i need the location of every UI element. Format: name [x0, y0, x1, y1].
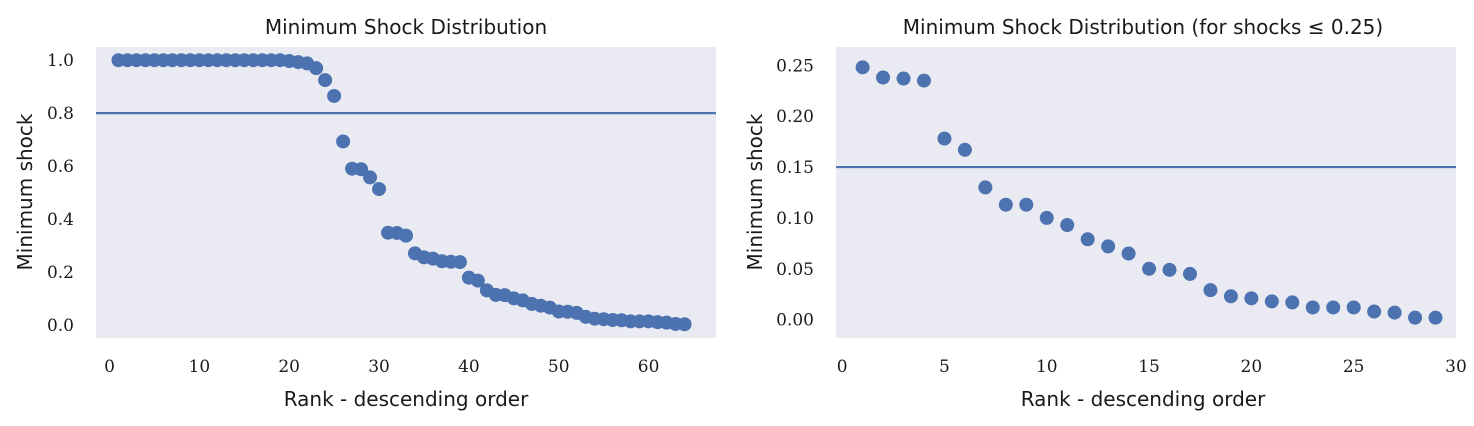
- right-x-tick-label: 5: [939, 357, 950, 377]
- left-chart-panel: Minimum Shock Distribution Rank - descen…: [13, 15, 716, 411]
- left-y-tick-label: 0.6: [47, 157, 74, 177]
- left-x-tick-label: 30: [368, 357, 390, 377]
- right-data-point: [1408, 310, 1423, 325]
- left-y-tick-label: 1.0: [47, 51, 74, 71]
- left-y-tick-label: 0.2: [47, 263, 74, 283]
- right-data-point: [998, 197, 1013, 212]
- right-y-tick-label: 0.00: [776, 311, 814, 331]
- left-x-tick-label: 50: [548, 357, 570, 377]
- left-y-tick-label: 0.8: [47, 104, 74, 124]
- left-x-tick-label: 0: [104, 357, 115, 377]
- right-data-point: [1019, 197, 1034, 212]
- right-x-tick-label: 20: [1241, 357, 1263, 377]
- left-data-point: [336, 134, 351, 149]
- left-data-point: [309, 61, 324, 76]
- right-data-point: [1326, 300, 1341, 315]
- right-x-axis-label: Rank - descending order: [1021, 387, 1266, 411]
- right-data-point: [855, 60, 870, 75]
- right-data-point: [1182, 266, 1197, 281]
- right-data-points: [855, 60, 1443, 325]
- right-x-tick-label: 30: [1445, 357, 1467, 377]
- right-data-point: [1121, 246, 1136, 261]
- right-y-ticks: 0.00 0.05 0.10 0.15 0.20 0.25: [776, 56, 814, 330]
- right-chart-title: Minimum Shock Distribution (for shocks ≤…: [903, 15, 1383, 39]
- right-data-point: [1039, 210, 1054, 225]
- right-data-point: [916, 73, 931, 88]
- right-data-point: [1223, 289, 1238, 304]
- right-y-tick-label: 0.25: [776, 56, 814, 76]
- left-data-point: [363, 170, 378, 185]
- left-data-point: [470, 273, 485, 288]
- right-data-point: [1428, 310, 1443, 325]
- left-data-point: [354, 162, 369, 177]
- right-data-point: [1264, 294, 1279, 309]
- right-y-tick-label: 0.20: [776, 107, 814, 127]
- left-y-axis-label: Minimum shock: [13, 113, 37, 270]
- left-x-axis-label: Rank - descending order: [284, 387, 529, 411]
- right-data-point: [1101, 239, 1116, 254]
- right-data-point: [1244, 291, 1259, 306]
- right-data-point: [1142, 261, 1157, 276]
- left-x-tick-label: 60: [638, 357, 660, 377]
- left-y-tick-label: 0.0: [47, 316, 74, 336]
- right-data-point: [957, 142, 972, 157]
- right-y-axis-label: Minimum shock: [743, 113, 767, 270]
- right-data-point: [876, 70, 891, 85]
- left-x-ticks: 0 10 20 30 40 50 60: [104, 357, 659, 377]
- right-chart-panel: Minimum Shock Distribution (for shocks ≤…: [743, 15, 1467, 411]
- right-x-tick-label: 0: [837, 357, 848, 377]
- right-y-tick-label: 0.05: [776, 260, 814, 280]
- right-x-tick-label: 25: [1343, 357, 1365, 377]
- right-data-point: [1305, 300, 1320, 315]
- left-plot-area: [96, 47, 716, 338]
- right-data-point: [1346, 300, 1361, 315]
- left-data-point: [452, 255, 467, 270]
- right-x-tick-label: 15: [1138, 357, 1160, 377]
- right-data-point: [1387, 305, 1402, 320]
- left-x-tick-label: 40: [458, 357, 480, 377]
- left-data-point: [372, 182, 387, 197]
- left-data-point: [399, 228, 413, 243]
- left-y-ticks: 0.0 0.2 0.4 0.6 0.8 1.0: [47, 51, 74, 336]
- left-data-points: [111, 53, 692, 332]
- right-data-point: [1162, 262, 1177, 277]
- left-x-tick-label: 20: [278, 357, 300, 377]
- right-data-point: [1367, 304, 1382, 319]
- right-plot-area: [836, 47, 1456, 338]
- right-data-point: [1203, 283, 1218, 298]
- right-x-tick-label: 10: [1036, 357, 1058, 377]
- right-data-point: [896, 71, 911, 86]
- right-y-tick-label: 0.10: [776, 209, 814, 229]
- right-x-ticks: 0 5 10 15 20 25 30: [837, 357, 1467, 377]
- right-data-point: [1285, 295, 1300, 310]
- left-x-tick-label: 10: [189, 357, 211, 377]
- left-data-point: [327, 88, 342, 103]
- left-y-tick-label: 0.4: [47, 210, 74, 230]
- left-data-point: [318, 73, 333, 88]
- right-data-point: [1060, 218, 1075, 233]
- right-data-point: [937, 131, 952, 146]
- right-data-point: [1080, 232, 1095, 247]
- right-data-point: [978, 180, 993, 195]
- left-chart-title: Minimum Shock Distribution: [265, 15, 547, 39]
- left-data-point: [677, 317, 692, 332]
- right-y-tick-label: 0.15: [776, 158, 814, 178]
